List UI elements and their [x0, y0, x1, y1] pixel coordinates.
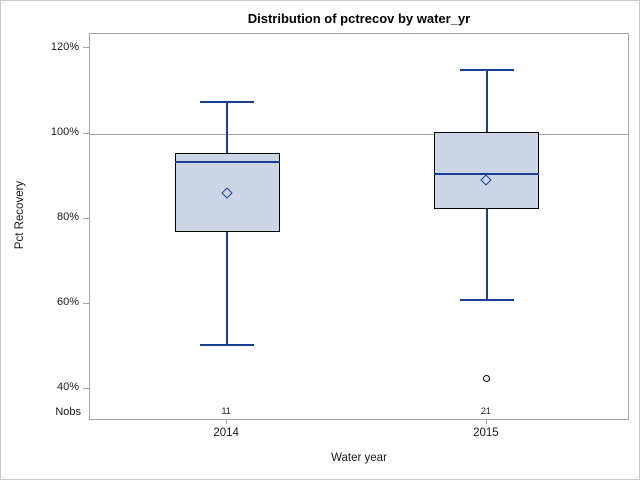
x-axis-title: Water year: [331, 452, 387, 464]
box-2015: [434, 131, 540, 209]
whisker-cap-low-2015: [459, 299, 514, 302]
x-category-label-2014: 2014: [213, 427, 239, 439]
y-tick-120: [83, 47, 89, 49]
median-line-2014: [174, 160, 280, 163]
chart-title: Distribution of pctrecov by water_yr: [247, 11, 471, 26]
y-tick-40: [83, 387, 89, 389]
y-tick-label-60: 60%: [56, 296, 79, 309]
y-tick-60: [83, 302, 89, 304]
y-tick-100: [83, 132, 89, 134]
x-category-label-2015: 2015: [473, 427, 499, 439]
nobs-value-2015: 21: [480, 406, 491, 416]
y-tick-label-80: 80%: [56, 211, 79, 224]
x-tick-2014: [226, 420, 228, 424]
whisker-cap-high-2014: [200, 101, 255, 104]
median-line-2015: [434, 173, 540, 176]
y-tick-80: [83, 217, 89, 219]
outlier-point-2015-0: [483, 375, 491, 383]
nobs-value-2014: 11: [221, 406, 231, 416]
whisker-cap-high-2015: [459, 69, 514, 72]
nobs-row-label: Nobs: [55, 406, 81, 418]
whisker-cap-low-2014: [200, 343, 255, 346]
y-tick-label-120: 120%: [50, 40, 79, 53]
plot-area: [89, 33, 629, 420]
box-2014: [174, 153, 280, 232]
y-tick-label-40: 40%: [56, 381, 79, 394]
x-tick-2015: [485, 420, 487, 424]
reference-line-100: [90, 133, 628, 135]
y-tick-label-100: 100%: [50, 126, 79, 139]
